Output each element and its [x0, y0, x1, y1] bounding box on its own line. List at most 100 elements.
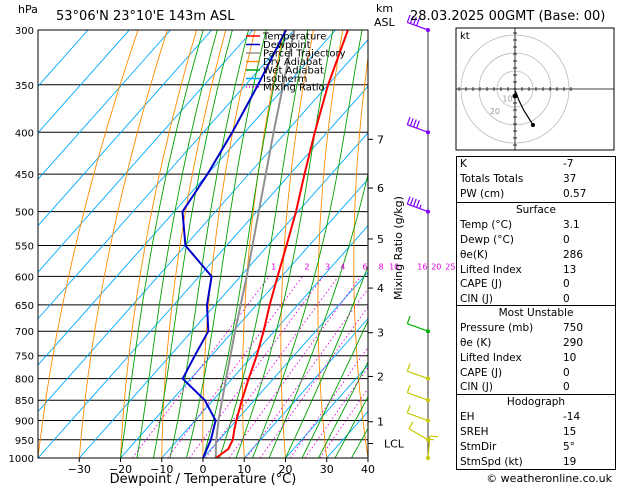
km-tick-label: 1 — [377, 416, 384, 429]
surface-value: 3.1 — [563, 218, 580, 231]
isotherm-line — [38, 30, 295, 320]
most-unstable-row: CAPE (J) 0 — [457, 366, 615, 381]
parcel-trajectory-line — [214, 30, 296, 458]
wet-adiabat-line — [301, 319, 368, 458]
dry-adiabat-line — [202, 30, 256, 458]
x-axis-label: Dewpoint / Temperature (°C) — [110, 472, 297, 486]
hodograph-origin-marker — [512, 93, 518, 99]
wet-adiabat-line — [334, 395, 368, 458]
most-unstable-value: 0 — [563, 366, 570, 379]
dry-adiabat-line — [242, 30, 285, 458]
most-unstable-label: CIN (J) — [460, 381, 493, 394]
indices-panel: K -7 Totals Totals 37 PW (cm) 0.57 — [456, 156, 616, 203]
lcl-label: LCL — [384, 437, 405, 450]
hodograph-ring-label: 20 — [490, 107, 500, 116]
index-label: K — [460, 158, 467, 170]
wet-adiabat-line — [186, 30, 267, 458]
asl-label: ASL — [374, 16, 396, 29]
temperature-tick-label: −10 — [150, 463, 173, 476]
most-unstable-value: 750 — [563, 321, 584, 334]
surface-value: 0 — [563, 293, 570, 306]
wet-adiabat-line — [268, 172, 368, 458]
km-tick-label: 6 — [377, 182, 384, 195]
surface-value: 0 — [563, 278, 570, 291]
surface-row: θe(K) 286 — [457, 248, 615, 263]
background-lines — [38, 30, 368, 458]
hodograph-stat-value: 5° — [563, 440, 575, 453]
wind-barb — [406, 384, 430, 403]
isotherm-line — [38, 30, 130, 134]
index-value: 0.57 — [563, 187, 587, 200]
pressure-tick-label: 700 — [15, 327, 34, 338]
dry-adiabat-line — [353, 54, 368, 458]
hodograph-table-panel: Hodograph EH -14 SREH 15 StmDir 5° StmSpd (kt)… — [456, 394, 616, 471]
location-text: 53°06'N 23°10'E 143m ASL — [56, 9, 235, 24]
isotherm-line — [38, 30, 213, 227]
pressure-tick-label: 950 — [15, 436, 34, 447]
mixing-ratio-line — [246, 288, 368, 458]
wet-adiabat-line — [136, 30, 218, 458]
profiles — [181, 30, 349, 458]
pressure-tick-label: 500 — [15, 208, 34, 219]
hodograph-stat-value: -14 — [563, 410, 581, 423]
wet-adiabat-line — [235, 30, 334, 458]
hpa-label: hPa — [18, 3, 38, 16]
hodograph-unit-label: kt — [460, 31, 470, 42]
most-unstable-label: Pressure (mb) — [460, 321, 534, 334]
pressure-tick-label: 1000 — [9, 454, 34, 465]
surface-label: θe(K) — [460, 248, 488, 261]
index-label: Totals Totals — [460, 172, 524, 185]
surface-label: CAPE (J) — [460, 278, 503, 291]
most-unstable-title: Most Unstable — [498, 307, 574, 319]
mixing-ratio-label: 10 — [389, 262, 399, 271]
most-unstable-panel: Most Unstable Pressure (mb) 750 θe (K) 290 L… — [456, 305, 616, 397]
hodograph-stat-label: SREH — [460, 425, 489, 438]
isotherm-line — [243, 317, 368, 458]
mixing-ratio-line — [289, 346, 368, 458]
temperature-tick-label: 40 — [361, 463, 375, 476]
temperature-tick-label: 0 — [200, 463, 207, 476]
legend-label: Temperature — [262, 32, 326, 43]
wet-adiabat-line — [219, 30, 309, 458]
most-unstable-row: θe (K) 290 — [457, 336, 615, 351]
surface-row: CAPE (J) 0 — [457, 277, 615, 292]
temperature-tick-label: −20 — [109, 463, 132, 476]
isotherm-line — [120, 178, 368, 458]
dry-adiabat-line — [280, 30, 314, 458]
dewpoint-line — [181, 30, 287, 458]
dry-adiabat-line — [78, 30, 168, 458]
surface-title: Surface — [515, 204, 556, 216]
km-tick-label: 3 — [377, 327, 384, 340]
most-unstable-value: 0 — [563, 381, 570, 394]
wet-adiabat-line — [120, 30, 204, 458]
surface-label: Temp (°C) — [460, 218, 513, 231]
surface-value: 286 — [563, 248, 584, 261]
pressure-tick-label: 750 — [15, 352, 34, 363]
mixing-ratio-label: 8 — [379, 262, 384, 271]
index-row: Totals Totals 37 — [457, 172, 615, 187]
km-label: km — [376, 2, 393, 15]
dry-adiabat-line — [317, 30, 344, 458]
mixing-ratio-labels: 1 2 3 4 6 8 10 16 20 25 — [271, 262, 455, 271]
temperature-tick-label: 30 — [320, 463, 334, 476]
pressure-tick-label: 400 — [15, 128, 34, 139]
dry-adiabat-line — [161, 30, 227, 458]
dry-adiabat-line — [38, 30, 139, 458]
pressure-tick-label: 350 — [15, 81, 34, 92]
surface-row: Lifted Index 13 — [457, 263, 615, 278]
wind-barb — [406, 14, 430, 32]
pressure-tick-label: 550 — [15, 241, 34, 252]
wet-adiabat-line — [169, 30, 249, 458]
pressure-tick-label: 650 — [15, 301, 34, 312]
wind-barb — [406, 363, 430, 381]
wet-adiabat-line — [153, 30, 233, 458]
mixing-ratio-line — [259, 306, 368, 458]
mixing-ratio-line — [189, 276, 324, 458]
km-tick-label: 5 — [377, 233, 384, 246]
mixing-ratio-label: 20 — [431, 262, 441, 271]
most-unstable-row: CIN (J) 0 — [457, 380, 615, 395]
hodograph-storm-marker — [531, 123, 535, 127]
most-unstable-label: θe (K) — [460, 336, 492, 349]
